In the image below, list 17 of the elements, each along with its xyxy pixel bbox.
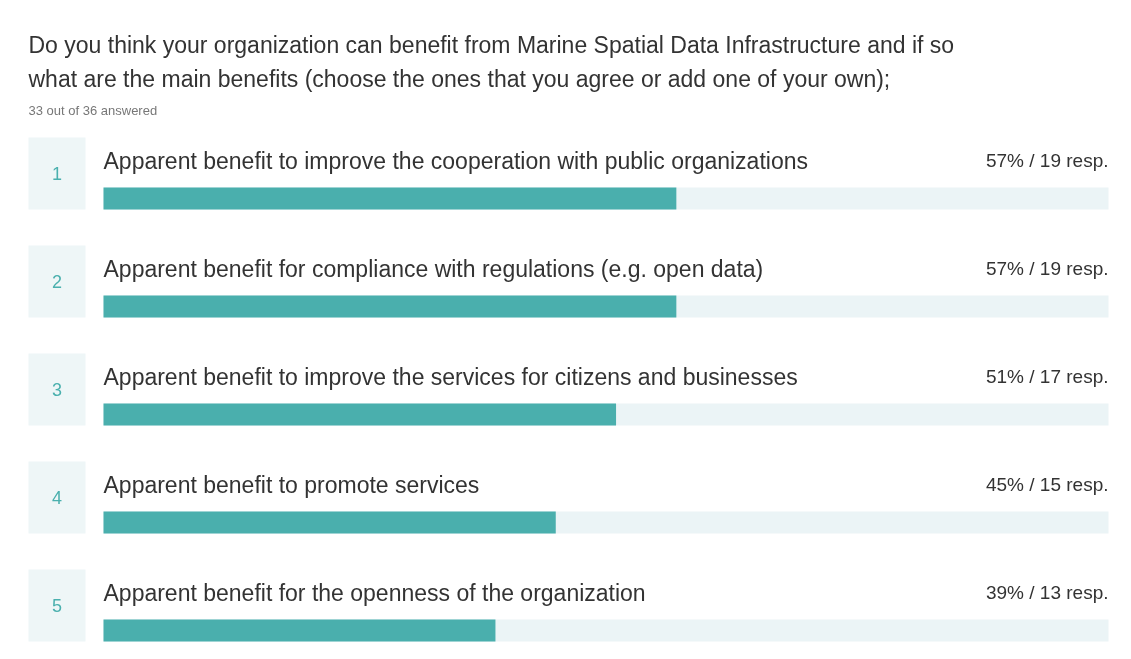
y-tick-label: Apparent benefit to improve the cooperation with public organizations xyxy=(103,147,808,174)
text: 5 xyxy=(51,596,63,616)
chart-subtitle: 33 out of 36 answered xyxy=(28,103,158,118)
text: 1 xyxy=(51,164,63,184)
y-tick-label: Apparent benefit for the openness of the organization xyxy=(103,579,646,606)
y-tick-label: Apparent benefit for compliance with regulations (e.g. open data) xyxy=(103,255,764,282)
data-label: 39% / 13 resp. xyxy=(985,582,1109,603)
y-tick-label: Apparent benefit to improve the services for citizens and businesses xyxy=(103,363,798,390)
text: 4 xyxy=(51,488,63,508)
data-label: 57% / 19 resp. xyxy=(985,150,1109,171)
chart-title: Do you think your organization can benefit from Marine Spatial Data Infrastructure and if so what are the main benefits (choose the ones that you agree or add one of your own); xyxy=(27,31,955,92)
text: 2 xyxy=(51,272,63,292)
data-label: 57% / 19 resp. xyxy=(985,258,1109,279)
data-label: 45% / 15 resp. xyxy=(985,474,1109,495)
text: 3 xyxy=(51,380,63,400)
y-tick-label: Apparent benefit to promote services xyxy=(103,471,480,498)
data-label: 51% / 17 resp. xyxy=(985,366,1109,387)
